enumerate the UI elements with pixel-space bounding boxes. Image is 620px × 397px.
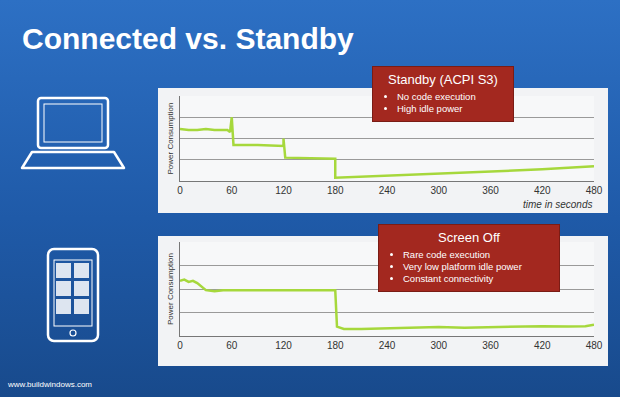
svg-text:240: 240 (379, 185, 396, 196)
svg-text:60: 60 (226, 340, 238, 351)
svg-text:420: 420 (534, 340, 551, 351)
svg-text:180: 180 (327, 185, 344, 196)
html-text:High idle power: High idle power (397, 103, 463, 114)
svg-text:0: 0 (177, 340, 183, 351)
svg-text:300: 300 (430, 340, 447, 351)
html-text:Standby (ACPI S3): Standby (ACPI S3) (388, 72, 498, 87)
html-text:Constant connectivity: Constant connectivity (403, 273, 494, 284)
html-text:Rare code execution: Rare code execution (403, 249, 491, 260)
svg-text:480: 480 (586, 185, 603, 196)
svg-text:time in seconds: time in seconds (523, 199, 592, 210)
html-text:www.buildwindows.com: www.buildwindows.com (8, 380, 92, 389)
svg-text:0: 0 (177, 185, 183, 196)
html-text:Screen Off: Screen Off (438, 230, 500, 245)
svg-text:60: 60 (226, 185, 238, 196)
svg-text:480: 480 (586, 340, 603, 351)
svg-text:120: 120 (275, 185, 292, 196)
svg-text:180: 180 (327, 340, 344, 351)
svg-text:240: 240 (379, 340, 396, 351)
svg-text:360: 360 (482, 340, 499, 351)
svg-text:120: 120 (275, 340, 292, 351)
html-text:No code execution: No code execution (397, 91, 476, 102)
svg-text:Power Consumption: Power Consumption (166, 253, 175, 325)
svg-text:Power Consumption: Power Consumption (166, 102, 175, 174)
html-text:Connected vs. Standby: Connected vs. Standby (22, 22, 354, 55)
html-text:Very low platform idle power: Very low platform idle power (403, 261, 522, 272)
svg-text:420: 420 (534, 185, 551, 196)
svg-text:360: 360 (482, 185, 499, 196)
svg-text:300: 300 (430, 185, 447, 196)
